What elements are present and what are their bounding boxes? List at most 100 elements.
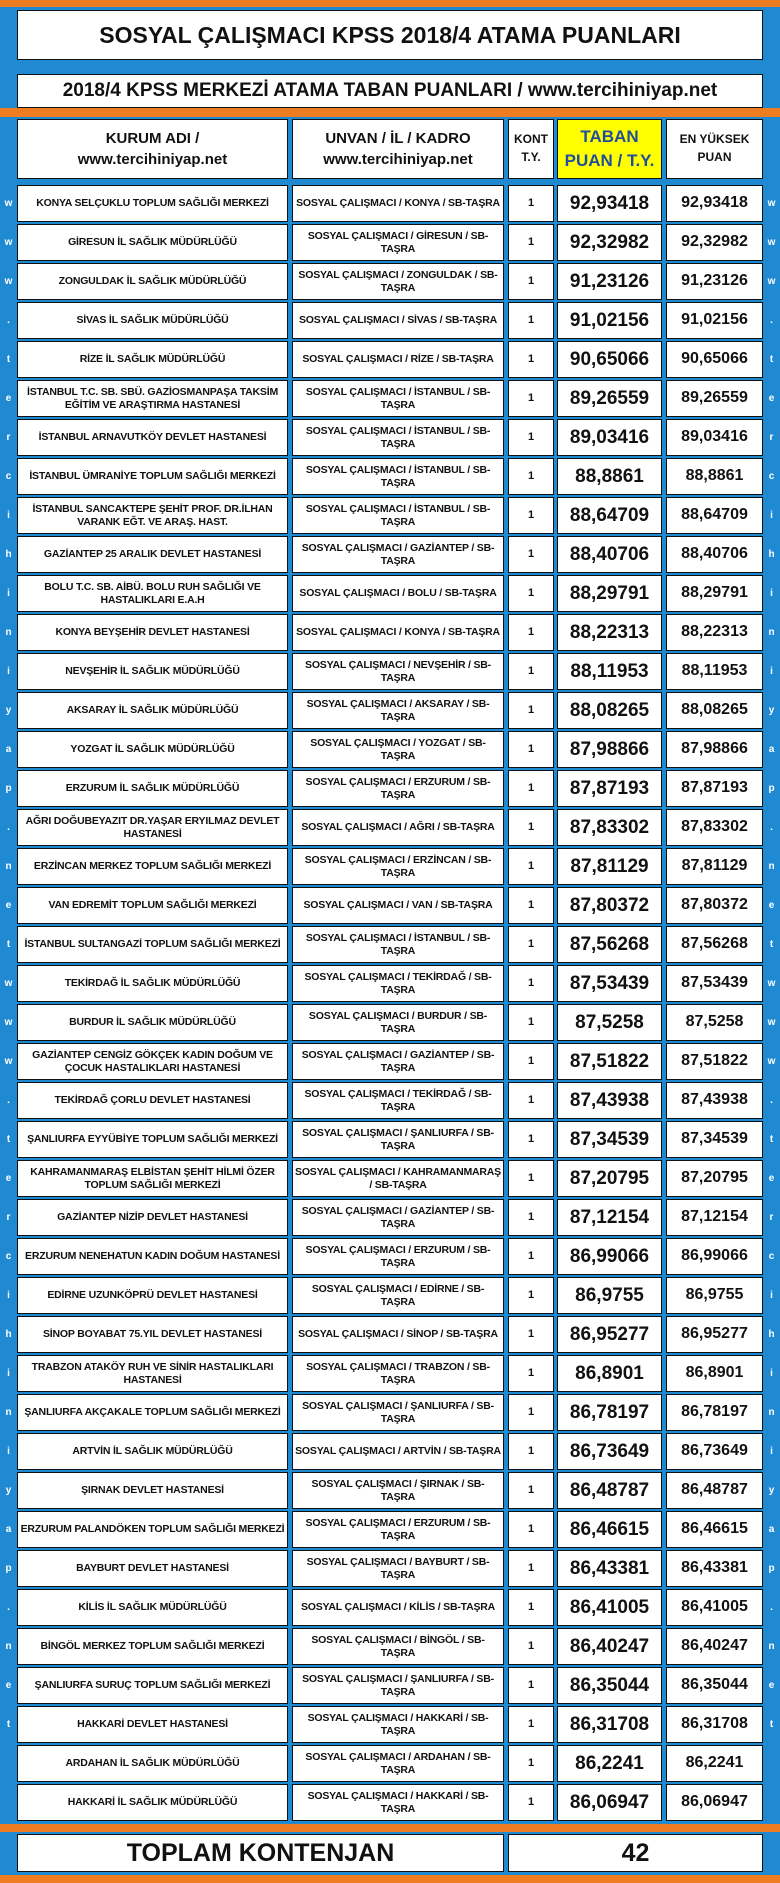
side-char: t xyxy=(769,1134,774,1145)
side-char: a xyxy=(768,744,775,755)
cell-text: ERZURUM İL SAĞLIK MÜDÜRLÜĞÜ xyxy=(65,782,240,795)
side-char: a xyxy=(768,1524,775,1535)
side-letter: a xyxy=(0,1510,17,1549)
cell-text: SOSYAL ÇALIŞMACI / NEVŞEHİR / SB-TAŞRA xyxy=(305,659,491,684)
side-char: n xyxy=(768,627,775,638)
cell-value: 88,29791 xyxy=(569,582,650,604)
cell-value: 87,81129 xyxy=(681,857,748,875)
side-letter: i xyxy=(0,574,17,613)
cell-value: 1 xyxy=(527,782,535,795)
table-cell: SOSYAL ÇALIŞMACI / ERZİNCAN / SB-TAŞRA xyxy=(292,848,504,885)
side-letter: p xyxy=(763,1549,780,1588)
table-cell: 1 xyxy=(508,692,554,729)
cell-value: 87,53439 xyxy=(569,972,650,994)
cell-text: SOSYAL ÇALIŞMACI / VAN / SB-TAŞRA xyxy=(303,899,493,912)
side-letter: . xyxy=(0,1588,17,1627)
table-cell: SİNOP BOYABAT 75.YIL DEVLET HASTANESİ xyxy=(17,1316,288,1353)
cell-value: 89,03416 xyxy=(569,426,650,448)
side-letter: i xyxy=(0,1276,17,1315)
table-cell: 1 xyxy=(508,1667,554,1704)
side-char: w xyxy=(767,276,776,287)
cell-value: 1 xyxy=(527,587,535,600)
cell-value: 87,81129 xyxy=(570,855,649,877)
side-letter: p xyxy=(763,769,780,808)
table-cell: 90,65066 xyxy=(557,341,662,378)
table-cell: 86,06947 xyxy=(557,1784,662,1821)
table-cell: 87,20795 xyxy=(666,1160,763,1197)
cell-value: 86,31708 xyxy=(569,1713,650,1735)
side-letter: y xyxy=(0,691,17,730)
cell-text: SOSYAL ÇALIŞMACI / ARTVİN / SB-TAŞRA xyxy=(295,1445,501,1458)
table-cell: 86,99066 xyxy=(666,1238,763,1275)
side-char: e xyxy=(5,1680,12,1691)
side-char: w xyxy=(4,978,13,989)
table-cell: KONYA SELÇUKLU TOPLUM SAĞLIĞI MERKEZİ xyxy=(17,185,288,222)
cell-value: 87,20795 xyxy=(681,1169,748,1187)
table-cell: SOSYAL ÇALIŞMACI / ERZURUM / SB-TAŞRA xyxy=(292,770,504,807)
cell-text: ERZURUM PALANDÖKEN TOPLUM SAĞLIĞI MERKEZ… xyxy=(20,1523,285,1536)
cell-value: 86,95277 xyxy=(681,1325,748,1343)
table-cell: 86,8901 xyxy=(557,1355,662,1392)
table-cell: HAKKARİ İL SAĞLIK MÜDÜRLÜĞÜ xyxy=(17,1784,288,1821)
table-cell: 88,64709 xyxy=(557,497,662,534)
table-cell: 1 xyxy=(508,185,554,222)
side-letter: e xyxy=(763,1666,780,1705)
side-char: t xyxy=(6,354,11,365)
side-char: y xyxy=(768,1485,775,1496)
side-letter: h xyxy=(763,535,780,574)
table-cell: 87,81129 xyxy=(557,848,662,885)
cell-value: 1 xyxy=(527,1055,535,1068)
side-letter: e xyxy=(763,379,780,418)
side-char: y xyxy=(768,705,775,716)
side-char: . xyxy=(7,822,10,833)
table-cell: 87,34539 xyxy=(557,1121,662,1158)
side-char: i xyxy=(7,510,10,521)
cell-value: 1 xyxy=(527,1562,535,1575)
table-cell: 87,12154 xyxy=(557,1199,662,1236)
table-cell: SOSYAL ÇALIŞMACI / SİNOP / SB-TAŞRA xyxy=(292,1316,504,1353)
table-cell: 1 xyxy=(508,1589,554,1626)
header-text: KONT xyxy=(514,132,548,147)
table-cell: 89,26559 xyxy=(557,380,662,417)
table-cell: 88,22313 xyxy=(557,614,662,651)
side-char: e xyxy=(768,1680,775,1691)
side-letter: e xyxy=(0,1159,17,1198)
side-letter: . xyxy=(0,808,17,847)
table-cell: SOSYAL ÇALIŞMACI / ŞANLIURFA / SB-TAŞRA xyxy=(292,1667,504,1704)
cell-value: 87,43938 xyxy=(681,1091,748,1109)
table-cell: ARDAHAN İL SAĞLIK MÜDÜRLÜĞÜ xyxy=(17,1745,288,1782)
cell-text: İSTANBUL SANCAKTEPE ŞEHİT PROF. DR.İLHAN… xyxy=(32,503,273,528)
table-cell: İSTANBUL SULTANGAZİ TOPLUM SAĞLIĞI MERKE… xyxy=(17,926,288,963)
table-cell: 87,43938 xyxy=(666,1082,763,1119)
table-cell: ŞANLIURFA SURUÇ TOPLUM SAĞLIĞI MERKEZİ xyxy=(17,1667,288,1704)
table-cell: 88,08265 xyxy=(557,692,662,729)
side-char: t xyxy=(769,939,774,950)
cell-value: 86,46615 xyxy=(681,1520,748,1538)
cell-value: 1 xyxy=(527,1640,535,1653)
cell-text: SOSYAL ÇALIŞMACI / SİNOP / SB-TAŞRA xyxy=(298,1328,498,1341)
table-cell: SOSYAL ÇALIŞMACI / RİZE / SB-TAŞRA xyxy=(292,341,504,378)
cell-value: 1 xyxy=(527,626,535,639)
cell-text: ERZURUM NENEHATUN KADIN DOĞUM HASTANESİ xyxy=(25,1250,280,1263)
table-cell: BİNGÖL MERKEZ TOPLUM SAĞLIĞI MERKEZİ xyxy=(17,1628,288,1665)
header-text: TABAN xyxy=(580,127,639,147)
cell-text: ŞANLIURFA SURUÇ TOPLUM SAĞLIĞI MERKEZİ xyxy=(34,1679,271,1692)
side-letter: e xyxy=(0,1666,17,1705)
header-text: UNVAN / İL / KADRO xyxy=(325,129,471,147)
side-char: c xyxy=(768,471,775,482)
cell-text: ARTVİN İL SAĞLIK MÜDÜRLÜĞÜ xyxy=(72,1445,233,1458)
cell-text: SOSYAL ÇALIŞMACI / ŞANLIURFA / SB-TAŞRA xyxy=(302,1400,494,1425)
cell-text: SOSYAL ÇALIŞMACI / ERZURUM / SB-TAŞRA xyxy=(305,776,491,801)
table-cell: 1 xyxy=(508,887,554,924)
table-cell: TEKİRDAĞ İL SAĞLIK MÜDÜRLÜĞÜ xyxy=(17,965,288,1002)
table-cell: 1 xyxy=(508,536,554,573)
cell-value: 1 xyxy=(527,1718,535,1731)
side-char: w xyxy=(767,978,776,989)
side-char: n xyxy=(768,1641,775,1652)
side-char: w xyxy=(767,237,776,248)
cell-value: 86,35044 xyxy=(681,1676,748,1694)
side-letter: e xyxy=(763,886,780,925)
side-letter: t xyxy=(0,1120,17,1159)
cell-text: VAN EDREMİT TOPLUM SAĞLIĞI MERKEZİ xyxy=(48,899,257,912)
